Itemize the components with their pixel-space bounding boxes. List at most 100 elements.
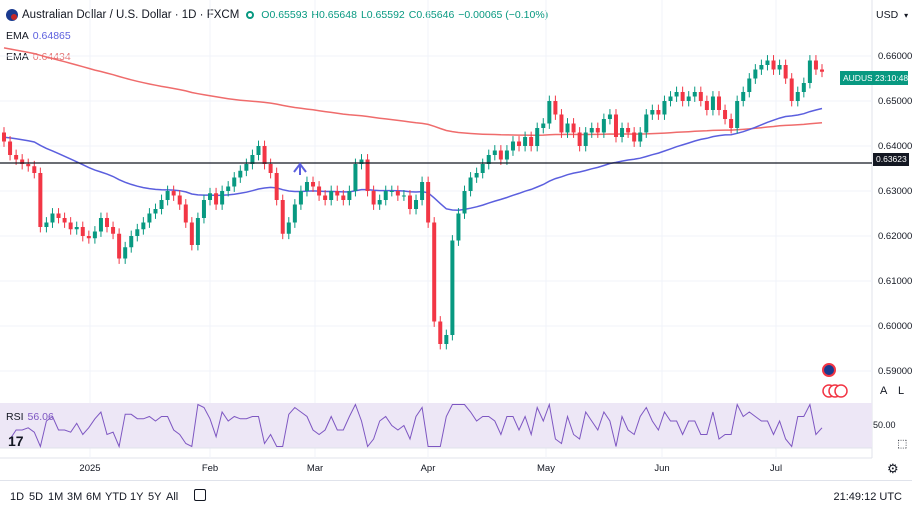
currency-dropdown[interactable]: USD ▾	[876, 9, 908, 21]
candle-body	[438, 321, 443, 344]
candle-body	[226, 186, 231, 191]
event-au-flag-icon	[822, 363, 836, 377]
rsi-line	[9, 402, 823, 449]
price-chart[interactable]: 0.66000 0.65000 0.64000 0.63000 0.62000 0.610…	[0, 0, 912, 480]
tradingview-logo[interactable]: 17	[8, 433, 24, 449]
candle-body	[323, 195, 328, 200]
candle-body	[704, 101, 709, 110]
candle-body	[20, 159, 25, 164]
candle-body	[589, 128, 594, 133]
candle-body	[607, 114, 612, 119]
candle-body	[674, 92, 679, 97]
legend-row-title: Australian Dollar / U.S. Dollar · 1D · F…	[6, 9, 548, 21]
candle-body	[159, 200, 164, 209]
range-5y-button[interactable]: 5Y	[148, 491, 162, 503]
chevron-down-icon: ▾	[904, 11, 909, 20]
candle-body	[214, 193, 219, 205]
candle-body	[680, 92, 685, 101]
currency-flag-icon	[6, 9, 18, 21]
ema-slow-path	[3, 47, 823, 136]
candle-body	[298, 191, 303, 205]
candle-body	[601, 119, 606, 133]
candle-body	[771, 60, 776, 70]
date-range-calendar-icon[interactable]	[194, 489, 206, 501]
candle-body	[783, 65, 788, 79]
candle-body	[620, 128, 625, 137]
candle-body	[541, 123, 546, 128]
clock[interactable]: 21:49:12 UTC	[833, 491, 902, 503]
candle-body	[462, 191, 467, 214]
price-axis-ticks: 0.66000 0.65000 0.64000 0.63000 0.62000 0.610…	[878, 51, 912, 377]
range-1y-button[interactable]: 1Y	[130, 491, 144, 503]
candle-body	[2, 132, 6, 142]
candle-body	[638, 132, 643, 142]
candle-body	[195, 218, 200, 245]
legend-row-ema-slow[interactable]: EMA 0.64434	[6, 51, 71, 63]
candle-body	[710, 96, 715, 110]
ema-slow-label: EMA	[6, 51, 29, 63]
range-1d-button[interactable]: 1D	[10, 491, 25, 503]
candle-body	[504, 150, 509, 160]
candle-body	[26, 164, 31, 167]
candle-body	[644, 114, 649, 133]
candle-body	[820, 69, 824, 72]
candle-body	[359, 159, 364, 164]
candle-body	[632, 132, 637, 142]
candle-body	[38, 173, 43, 227]
candle-body	[256, 146, 261, 155]
candle-body	[498, 150, 503, 160]
candle-body	[662, 101, 667, 115]
candle-body	[795, 92, 800, 101]
range-all-button[interactable]: All	[166, 491, 179, 503]
candle-body	[62, 218, 67, 223]
candle-body	[292, 204, 297, 223]
countdown-price-tag: 23:10:48	[872, 71, 908, 85]
candle-body	[595, 128, 600, 133]
rsi-legend[interactable]: RSI 56.06	[6, 411, 54, 423]
candle-body	[559, 114, 564, 133]
candle-body	[347, 191, 352, 200]
candle-body	[32, 166, 37, 173]
symbol-title[interactable]: Australian Dollar / U.S. Dollar · 1D · F…	[22, 9, 240, 21]
candle-body	[444, 335, 449, 344]
ohlc-low: L0.65592	[360, 9, 405, 21]
auto-scale-button[interactable]: A	[880, 385, 888, 397]
range-ytd-button[interactable]: YTD	[105, 491, 127, 503]
gear-icon[interactable]: ⚙	[887, 461, 899, 476]
candle-body	[753, 69, 758, 79]
ohlc-high: H0.65648	[311, 9, 357, 21]
candle-body	[813, 60, 818, 70]
ema-fast-value: 0.64865	[32, 30, 71, 42]
candle-body	[777, 65, 782, 70]
candle-body	[698, 92, 703, 101]
legend-row-ema-fast[interactable]: EMA 0.64865	[6, 30, 71, 42]
rsi-pane-menu-icon[interactable]: ⬚	[897, 438, 908, 450]
range-5d-button[interactable]: 5D	[29, 491, 44, 503]
ema-fast-line	[3, 107, 823, 211]
candle-body	[613, 114, 618, 137]
candle-body	[468, 177, 473, 191]
candle-body	[268, 164, 273, 173]
arrow-up-icon	[293, 162, 307, 175]
candle-body	[135, 229, 140, 236]
ema-slow-value: 0.64434	[32, 51, 71, 63]
price-tick-label: 0.61000	[878, 276, 912, 287]
candle-body	[117, 233, 122, 259]
candle-body	[716, 96, 721, 110]
candle-body	[583, 132, 588, 146]
rsi-value: 56.06	[27, 411, 54, 423]
candle-body	[759, 65, 764, 70]
time-tick-label: Apr	[421, 463, 436, 474]
price-tick-label: 0.63000	[878, 186, 912, 197]
range-1m-button[interactable]: 1M	[48, 491, 64, 503]
candle-body	[383, 191, 388, 200]
range-6m-button[interactable]: 6M	[86, 491, 102, 503]
range-3m-button[interactable]: 3M	[67, 491, 83, 503]
candle-body	[123, 247, 128, 259]
candle-body	[280, 200, 285, 234]
candle-body	[74, 227, 79, 230]
candle-body	[8, 141, 13, 155]
log-scale-button[interactable]: L	[898, 385, 905, 397]
candle-body	[650, 110, 655, 115]
candle-body	[807, 60, 812, 83]
